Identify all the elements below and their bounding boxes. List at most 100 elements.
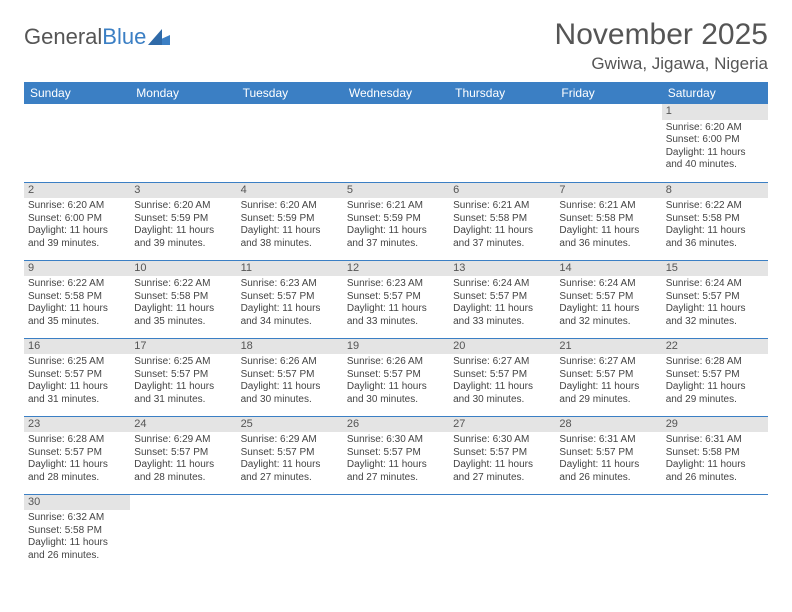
day-details: Sunrise: 6:27 AMSunset: 5:57 PMDaylight:…	[555, 354, 661, 410]
daylight-text: Daylight: 11 hours and 27 minutes.	[347, 459, 445, 484]
calendar-cell: 23Sunrise: 6:28 AMSunset: 5:57 PMDayligh…	[24, 416, 130, 494]
sunrise-text: Sunrise: 6:24 AM	[453, 278, 551, 291]
sunset-text: Sunset: 5:58 PM	[28, 525, 126, 538]
daylight-text: Daylight: 11 hours and 29 minutes.	[559, 381, 657, 406]
day-number: 5	[343, 183, 449, 199]
title-block: November 2025 Gwiwa, Jigawa, Nigeria	[555, 18, 768, 74]
day-number: 16	[24, 339, 130, 355]
calendar-cell: 12Sunrise: 6:23 AMSunset: 5:57 PMDayligh…	[343, 260, 449, 338]
sunset-text: Sunset: 5:57 PM	[28, 369, 126, 382]
calendar-cell: 25Sunrise: 6:29 AMSunset: 5:57 PMDayligh…	[237, 416, 343, 494]
sunset-text: Sunset: 5:58 PM	[666, 447, 764, 460]
day-details: Sunrise: 6:21 AMSunset: 5:59 PMDaylight:…	[343, 198, 449, 254]
day-details: Sunrise: 6:21 AMSunset: 5:58 PMDaylight:…	[449, 198, 555, 254]
sunset-text: Sunset: 5:57 PM	[134, 369, 232, 382]
day-number: 28	[555, 417, 661, 433]
sunrise-text: Sunrise: 6:25 AM	[134, 356, 232, 369]
sunrise-text: Sunrise: 6:20 AM	[134, 200, 232, 213]
brand-logo: GeneralBlue	[24, 24, 170, 50]
sunset-text: Sunset: 5:57 PM	[347, 369, 445, 382]
day-details: Sunrise: 6:25 AMSunset: 5:57 PMDaylight:…	[130, 354, 236, 410]
calendar-week-row: 1Sunrise: 6:20 AMSunset: 6:00 PMDaylight…	[24, 104, 768, 182]
daylight-text: Daylight: 11 hours and 28 minutes.	[28, 459, 126, 484]
calendar-cell	[237, 494, 343, 572]
weekday-header: Tuesday	[237, 82, 343, 104]
day-details: Sunrise: 6:26 AMSunset: 5:57 PMDaylight:…	[237, 354, 343, 410]
sunrise-text: Sunrise: 6:22 AM	[666, 200, 764, 213]
sunrise-text: Sunrise: 6:23 AM	[241, 278, 339, 291]
daylight-text: Daylight: 11 hours and 27 minutes.	[453, 459, 551, 484]
day-number: 7	[555, 183, 661, 199]
calendar-cell: 28Sunrise: 6:31 AMSunset: 5:57 PMDayligh…	[555, 416, 661, 494]
day-details: Sunrise: 6:24 AMSunset: 5:57 PMDaylight:…	[449, 276, 555, 332]
sunrise-text: Sunrise: 6:27 AM	[453, 356, 551, 369]
calendar-cell: 21Sunrise: 6:27 AMSunset: 5:57 PMDayligh…	[555, 338, 661, 416]
sunset-text: Sunset: 5:57 PM	[453, 369, 551, 382]
calendar-cell	[343, 104, 449, 182]
daylight-text: Daylight: 11 hours and 37 minutes.	[453, 225, 551, 250]
sunset-text: Sunset: 5:57 PM	[559, 369, 657, 382]
daylight-text: Daylight: 11 hours and 32 minutes.	[559, 303, 657, 328]
calendar-cell: 27Sunrise: 6:30 AMSunset: 5:57 PMDayligh…	[449, 416, 555, 494]
sunset-text: Sunset: 5:59 PM	[241, 213, 339, 226]
sunrise-text: Sunrise: 6:20 AM	[241, 200, 339, 213]
calendar-cell	[449, 494, 555, 572]
sunrise-text: Sunrise: 6:29 AM	[134, 434, 232, 447]
sunrise-text: Sunrise: 6:20 AM	[28, 200, 126, 213]
sunset-text: Sunset: 5:59 PM	[347, 213, 445, 226]
day-number: 30	[24, 495, 130, 511]
calendar-cell: 15Sunrise: 6:24 AMSunset: 5:57 PMDayligh…	[662, 260, 768, 338]
sunset-text: Sunset: 5:58 PM	[559, 213, 657, 226]
sunrise-text: Sunrise: 6:20 AM	[666, 122, 764, 135]
day-details: Sunrise: 6:20 AMSunset: 5:59 PMDaylight:…	[237, 198, 343, 254]
calendar-cell: 2Sunrise: 6:20 AMSunset: 6:00 PMDaylight…	[24, 182, 130, 260]
sunrise-text: Sunrise: 6:21 AM	[559, 200, 657, 213]
calendar-cell	[24, 104, 130, 182]
calendar-cell: 1Sunrise: 6:20 AMSunset: 6:00 PMDaylight…	[662, 104, 768, 182]
day-number: 18	[237, 339, 343, 355]
calendar-cell	[343, 494, 449, 572]
sunrise-text: Sunrise: 6:31 AM	[666, 434, 764, 447]
calendar-cell: 3Sunrise: 6:20 AMSunset: 5:59 PMDaylight…	[130, 182, 236, 260]
daylight-text: Daylight: 11 hours and 40 minutes.	[666, 147, 764, 172]
day-number: 9	[24, 261, 130, 277]
day-details: Sunrise: 6:28 AMSunset: 5:57 PMDaylight:…	[24, 432, 130, 488]
day-details: Sunrise: 6:23 AMSunset: 5:57 PMDaylight:…	[343, 276, 449, 332]
day-details: Sunrise: 6:21 AMSunset: 5:58 PMDaylight:…	[555, 198, 661, 254]
calendar-cell	[449, 104, 555, 182]
day-details: Sunrise: 6:20 AMSunset: 6:00 PMDaylight:…	[24, 198, 130, 254]
weekday-header: Monday	[130, 82, 236, 104]
day-details: Sunrise: 6:27 AMSunset: 5:57 PMDaylight:…	[449, 354, 555, 410]
daylight-text: Daylight: 11 hours and 39 minutes.	[28, 225, 126, 250]
day-number: 14	[555, 261, 661, 277]
day-details: Sunrise: 6:24 AMSunset: 5:57 PMDaylight:…	[555, 276, 661, 332]
calendar-cell	[555, 104, 661, 182]
sunrise-text: Sunrise: 6:31 AM	[559, 434, 657, 447]
sail-icon	[148, 29, 170, 45]
day-number: 29	[662, 417, 768, 433]
daylight-text: Daylight: 11 hours and 26 minutes.	[559, 459, 657, 484]
day-details: Sunrise: 6:30 AMSunset: 5:57 PMDaylight:…	[343, 432, 449, 488]
day-details: Sunrise: 6:25 AMSunset: 5:57 PMDaylight:…	[24, 354, 130, 410]
sunset-text: Sunset: 6:00 PM	[666, 134, 764, 147]
calendar-cell: 6Sunrise: 6:21 AMSunset: 5:58 PMDaylight…	[449, 182, 555, 260]
sunset-text: Sunset: 5:57 PM	[347, 447, 445, 460]
calendar-cell: 30Sunrise: 6:32 AMSunset: 5:58 PMDayligh…	[24, 494, 130, 572]
day-number: 26	[343, 417, 449, 433]
calendar-cell	[237, 104, 343, 182]
day-number: 21	[555, 339, 661, 355]
sunset-text: Sunset: 5:57 PM	[347, 291, 445, 304]
sunset-text: Sunset: 5:57 PM	[241, 291, 339, 304]
sunset-text: Sunset: 5:57 PM	[453, 291, 551, 304]
sunrise-text: Sunrise: 6:26 AM	[347, 356, 445, 369]
sunset-text: Sunset: 5:57 PM	[666, 369, 764, 382]
day-details: Sunrise: 6:29 AMSunset: 5:57 PMDaylight:…	[130, 432, 236, 488]
day-number: 24	[130, 417, 236, 433]
calendar-cell: 10Sunrise: 6:22 AMSunset: 5:58 PMDayligh…	[130, 260, 236, 338]
calendar-cell: 8Sunrise: 6:22 AMSunset: 5:58 PMDaylight…	[662, 182, 768, 260]
day-number: 27	[449, 417, 555, 433]
calendar-week-row: 2Sunrise: 6:20 AMSunset: 6:00 PMDaylight…	[24, 182, 768, 260]
calendar-cell: 11Sunrise: 6:23 AMSunset: 5:57 PMDayligh…	[237, 260, 343, 338]
sunrise-text: Sunrise: 6:25 AM	[28, 356, 126, 369]
brand-part2: Blue	[102, 24, 146, 50]
